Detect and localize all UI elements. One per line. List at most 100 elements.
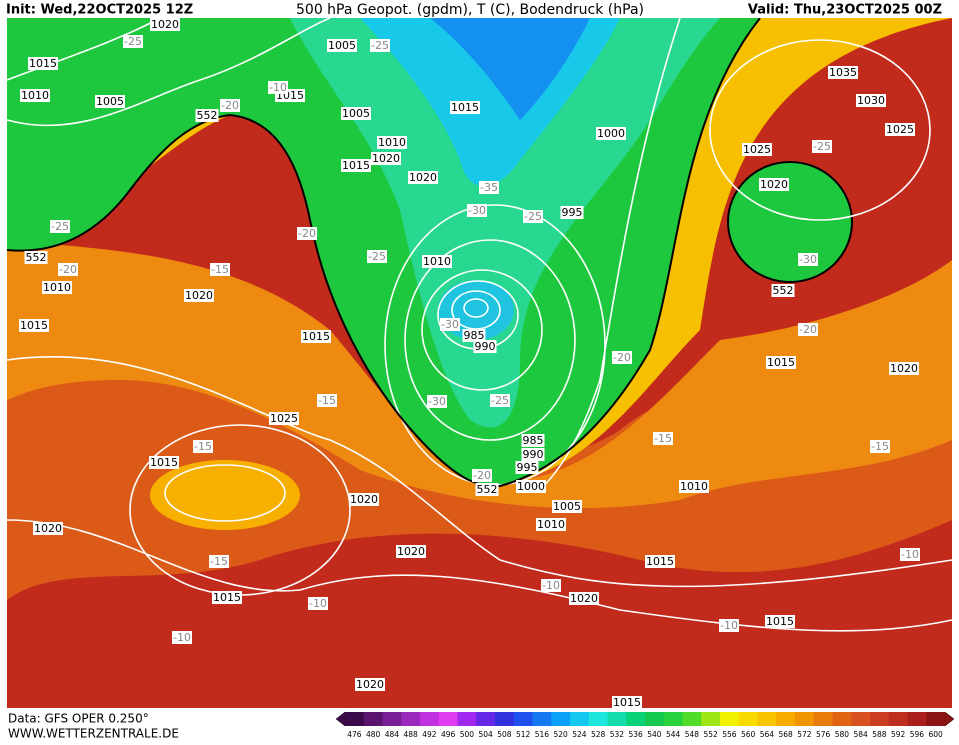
label-box bbox=[679, 480, 709, 493]
colorbar-swatch bbox=[795, 712, 815, 726]
colorbar-tick-label: 564 bbox=[760, 730, 775, 739]
colorbar-swatch bbox=[720, 712, 740, 726]
temperature-label: -20 bbox=[472, 469, 492, 482]
temperature-label: -20 bbox=[220, 99, 240, 112]
temperature-label-text: -15 bbox=[871, 440, 889, 453]
colorbar-tick-label: 540 bbox=[647, 730, 662, 739]
geopotential-label-text: 552 bbox=[197, 109, 218, 122]
temperature-label: -25 bbox=[123, 35, 143, 48]
isobar-label-text: 1020 bbox=[185, 289, 213, 302]
colorbar-swatch bbox=[438, 712, 458, 726]
temperature-label-text: -25 bbox=[491, 394, 509, 407]
label-box bbox=[301, 330, 331, 343]
isobar bbox=[6, 356, 953, 588]
isobar-label-text: 1015 bbox=[767, 356, 795, 369]
colorbar-tick-label: 572 bbox=[797, 730, 812, 739]
colorbar-tick-label: 532 bbox=[610, 730, 625, 739]
isobar-label: 1015 bbox=[19, 319, 49, 332]
colorbar-swatch bbox=[757, 712, 777, 726]
label-box bbox=[523, 210, 543, 223]
temperature-label-text: -25 bbox=[524, 210, 542, 223]
isobar-label-text: 1020 bbox=[409, 171, 437, 184]
label-box bbox=[50, 220, 70, 233]
isobar-label-text: 1020 bbox=[570, 592, 598, 605]
label-box bbox=[422, 255, 452, 268]
colorbar-tick-label: 480 bbox=[366, 730, 381, 739]
isobar-label-text: 1010 bbox=[378, 136, 406, 149]
temperature-label: -25 bbox=[523, 210, 543, 223]
field-orange bbox=[7, 240, 952, 509]
colorbar-swatch bbox=[588, 712, 608, 726]
label-box bbox=[58, 263, 78, 276]
temperature-label-text: -25 bbox=[124, 35, 142, 48]
label-box bbox=[490, 394, 510, 407]
temperature-label-text: -25 bbox=[813, 140, 831, 153]
label-box bbox=[172, 631, 192, 644]
colorbar-swatch bbox=[513, 712, 533, 726]
isobar-label-text: 1015 bbox=[613, 696, 641, 709]
isobar-label: 1010 bbox=[536, 518, 566, 531]
label-box bbox=[427, 395, 447, 408]
isobar-label-text: 1035 bbox=[829, 66, 857, 79]
temperature-label-text: -15 bbox=[194, 440, 212, 453]
label-box bbox=[467, 204, 487, 217]
colorbar-tick-label: 544 bbox=[666, 730, 681, 739]
label-box bbox=[473, 340, 497, 353]
label-box bbox=[870, 440, 890, 453]
isobar-label-text: 1020 bbox=[397, 545, 425, 558]
temperature-label: -15 bbox=[193, 440, 213, 453]
isobar bbox=[164, 464, 286, 522]
isobar-label: 1020 bbox=[889, 362, 919, 375]
isobar bbox=[6, 17, 161, 81]
isobar-label-text: 985 bbox=[464, 329, 485, 342]
isobar bbox=[709, 39, 931, 221]
isobar-label-text: 1015 bbox=[302, 330, 330, 343]
colorbar-tick-label: 516 bbox=[535, 730, 550, 739]
isobar-label: 1020 bbox=[371, 152, 401, 165]
colorbar-swatch bbox=[457, 712, 477, 726]
label-box bbox=[765, 615, 795, 628]
isobar-label: 1010 bbox=[20, 89, 50, 102]
temperature-label: -20 bbox=[297, 227, 317, 240]
label-box bbox=[349, 493, 379, 506]
field-blue bbox=[430, 18, 590, 120]
colorbar-swatch bbox=[851, 712, 871, 726]
field-cyan-green bbox=[290, 18, 720, 428]
colorbar-swatch bbox=[870, 712, 890, 726]
isobar bbox=[6, 519, 953, 632]
isobar-label-text: 1005 bbox=[328, 39, 356, 52]
temperature-label-text: -15 bbox=[210, 555, 228, 568]
cold-core-east bbox=[727, 161, 853, 283]
temperature-label-text: -20 bbox=[298, 227, 316, 240]
label-box bbox=[612, 351, 632, 364]
label-box bbox=[268, 81, 288, 94]
colorbar-swatch bbox=[363, 712, 383, 726]
isobar-label: 1015 bbox=[341, 159, 371, 172]
colorbar-swatch bbox=[607, 712, 627, 726]
colorbar-swatch bbox=[813, 712, 833, 726]
label-box bbox=[408, 171, 438, 184]
valid-time: Valid: Thu,23OCT2025 00Z bbox=[748, 3, 942, 18]
temperature-label-text: -10 bbox=[173, 631, 191, 644]
colorbar-tick-label: 536 bbox=[628, 730, 643, 739]
isobar-label: 1000 bbox=[516, 480, 546, 493]
temperature-label-text: -10 bbox=[901, 548, 919, 561]
colorbar-tick-label: 520 bbox=[553, 730, 568, 739]
isobar-label: 1020 bbox=[33, 522, 63, 535]
isobar-label: 1020 bbox=[396, 545, 426, 558]
temperature-label-text: -30 bbox=[799, 253, 817, 266]
label-box bbox=[516, 480, 546, 493]
label-box bbox=[220, 99, 240, 112]
temperature-label-text: -10 bbox=[542, 579, 560, 592]
label-box bbox=[341, 107, 371, 120]
colorbar-tick-label: 488 bbox=[403, 730, 418, 739]
label-box bbox=[856, 94, 886, 107]
geopotential-label-text: 552 bbox=[26, 251, 47, 264]
label-box bbox=[479, 181, 499, 194]
colorbar: 476 480 484 488 492 496 500 504 508 512 516 520 524 5… bbox=[335, 711, 955, 739]
temperature-label: -25 bbox=[370, 39, 390, 52]
isobar-label-text: 985 bbox=[523, 434, 544, 447]
isobar-label: 1015 bbox=[149, 456, 179, 469]
